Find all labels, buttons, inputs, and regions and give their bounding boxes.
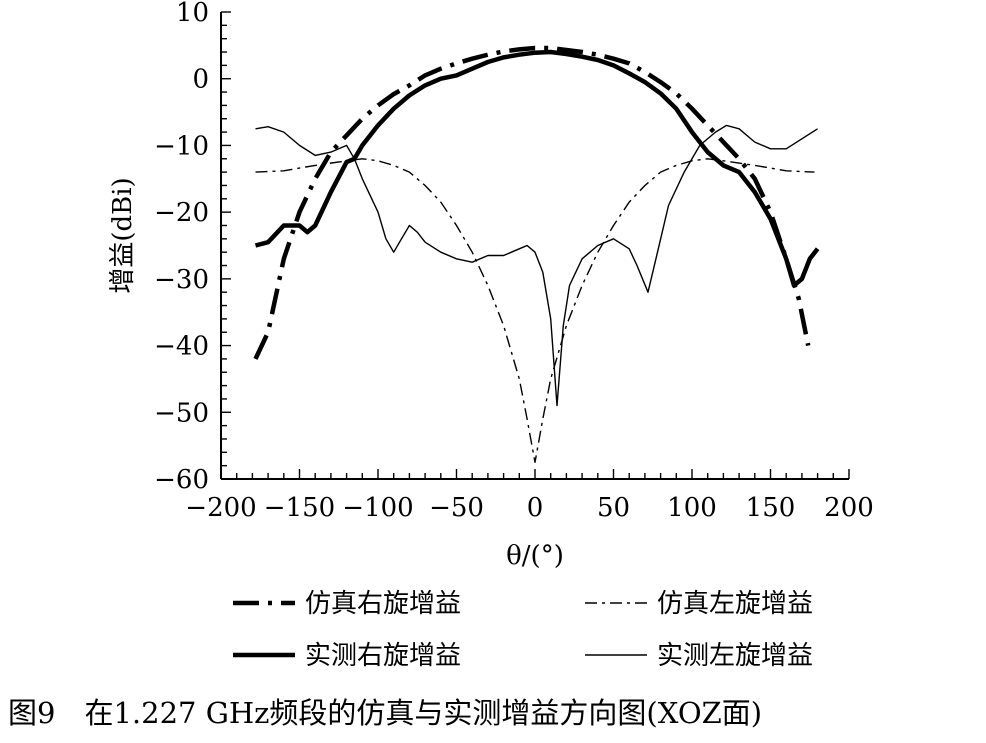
y-tick-label: 10 <box>176 0 209 28</box>
legend-label-4: 实测左旋增益 <box>657 641 813 671</box>
gain-pattern-chart: −200 −150 −100 −50 0 50 100 150 200 100−10−20−30… <box>108 0 874 671</box>
x-tick-label: −100 <box>342 493 413 523</box>
y-tick-label: −50 <box>154 398 209 428</box>
x-tick-label: 100 <box>667 493 717 523</box>
y-tick-label: −10 <box>154 131 209 161</box>
y-tick-label: 0 <box>192 65 209 95</box>
figure-caption: 图9 在1.227 GHz频段的仿真与实测增益方向图(XOZ面) <box>8 696 763 730</box>
y-tick-label: −40 <box>154 332 209 362</box>
x-tick-label: 50 <box>597 493 630 523</box>
y-tick-label: −20 <box>154 198 209 228</box>
x-ticks: −200 −150 −100 −50 0 50 100 150 200 <box>185 469 874 523</box>
legend-label-1: 仿真右旋增益 <box>305 589 461 619</box>
series-lines <box>253 45 820 463</box>
legend-label-2: 仿真左旋增益 <box>657 589 813 619</box>
series-line-2 <box>255 158 815 463</box>
y-axis-label: 增益(dBi) <box>108 177 138 293</box>
x-tick-label: −200 <box>185 493 256 523</box>
y-tick-label: −30 <box>154 265 209 295</box>
series-line-1 <box>253 45 811 360</box>
x-tick-label: −50 <box>429 493 484 523</box>
x-tick-label: 200 <box>824 493 874 523</box>
series-line-4 <box>255 124 818 407</box>
x-tick-label: −150 <box>264 493 335 523</box>
y-tick-label: −60 <box>154 465 209 495</box>
x-tick-label: 0 <box>527 493 544 523</box>
series-line-3 <box>254 49 820 288</box>
y-ticks: 10 0 −10 −20 −30 −40 −50 −60 <box>154 0 231 495</box>
legend-label-3: 实测右旋增益 <box>305 641 461 671</box>
x-tick-label: 150 <box>746 493 796 523</box>
x-axis-label: θ/(°) <box>506 541 564 571</box>
axes <box>220 12 849 480</box>
